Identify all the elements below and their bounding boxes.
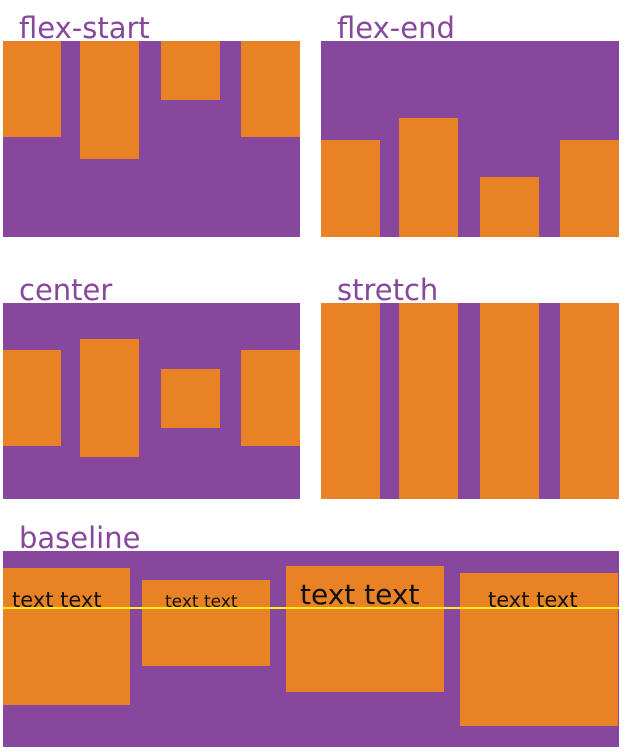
flex-item-2: [399, 303, 458, 499]
flex-end-panel: [321, 41, 619, 237]
flex-item-3: [480, 177, 539, 237]
flex-item-2: [399, 118, 458, 237]
baseline-item-text: text text: [165, 592, 238, 612]
baseline-item-3: text text: [286, 566, 444, 692]
baseline-item-1: text text: [3, 568, 130, 705]
flex-item-4: [560, 303, 619, 499]
flex-item-3: [161, 41, 220, 100]
flex-item-4: [241, 41, 300, 137]
flex-start-panel: [3, 41, 300, 237]
flex-item-2: [80, 339, 139, 457]
flex-item-2: [80, 41, 139, 159]
flex-item-1: [321, 140, 380, 237]
flex-item-3: [480, 303, 539, 499]
baseline-label: baseline: [19, 521, 141, 555]
flex-end-label: flex-end: [337, 11, 455, 45]
baseline-panel: text text text text text text text text: [3, 551, 619, 747]
flex-start-label: flex-start: [19, 11, 150, 45]
baseline-item-2: text text: [142, 580, 270, 666]
flex-item-1: [321, 303, 380, 499]
baseline-item-4: text text: [460, 573, 618, 726]
flex-item-3: [161, 369, 220, 428]
baseline-item-text: text text: [488, 588, 578, 612]
center-label: center: [19, 273, 113, 307]
flex-item-1: [3, 41, 61, 137]
baseline-item-text: text text: [300, 578, 420, 611]
stretch-panel: [321, 303, 619, 499]
center-panel: [3, 303, 300, 499]
flex-item-4: [241, 350, 300, 446]
stretch-label: stretch: [337, 273, 439, 307]
flex-item-1: [3, 350, 61, 446]
flex-item-4: [560, 140, 619, 237]
baseline-item-text: text text: [12, 588, 102, 612]
baseline-guide-line: [3, 607, 619, 609]
